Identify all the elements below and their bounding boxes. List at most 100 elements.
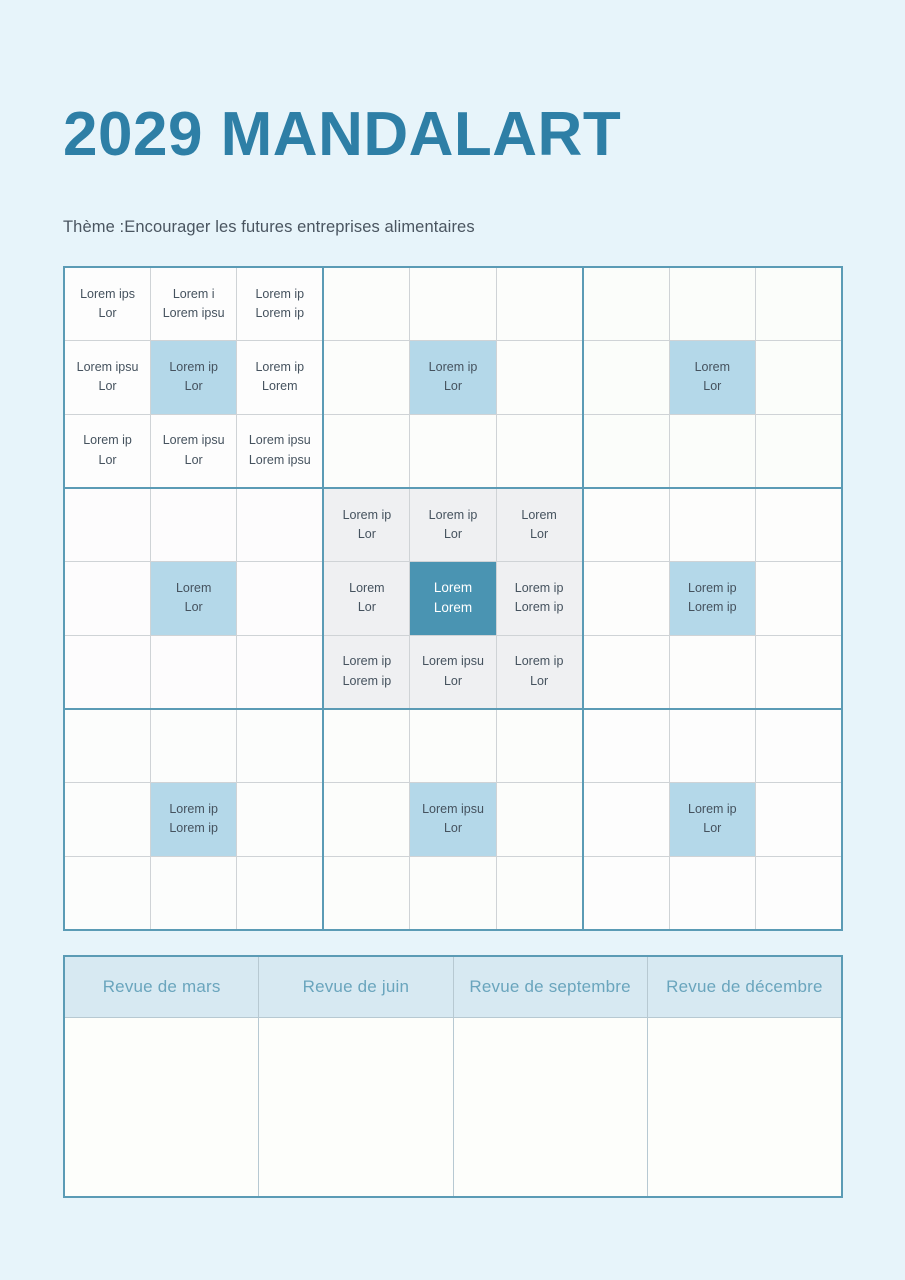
mandalart-cell[interactable] <box>583 414 669 487</box>
mandalart-cell[interactable] <box>237 562 323 635</box>
mandalart-cell[interactable] <box>496 783 582 856</box>
mandalart-cell[interactable] <box>755 562 841 635</box>
mandalart-cell[interactable]: Lorem ipsu Lorem ipsu <box>237 414 323 487</box>
mandalart-cell[interactable] <box>669 635 755 708</box>
mandalart-cell[interactable] <box>583 635 669 708</box>
mandalart-cell-line: Lorem ipsu <box>422 654 484 669</box>
mandalart-cell[interactable]: Lorem ip Lorem ip <box>324 635 410 708</box>
mandalart-cell[interactable]: Lorem ip Lorem ip <box>496 562 582 635</box>
mandalart-cell-line: Lor <box>443 821 463 836</box>
mandalart-cell[interactable]: Lorem ip Lor <box>65 414 151 487</box>
mandalart-cell[interactable] <box>755 710 841 783</box>
mandalart-cell[interactable] <box>583 783 669 856</box>
mandalart-cell[interactable] <box>237 710 323 783</box>
mandalart-cell[interactable] <box>755 414 841 487</box>
mandalart-cell[interactable] <box>669 414 755 487</box>
mandalart-cell[interactable] <box>65 783 151 856</box>
mandalart-cell[interactable]: Lorem ip Lorem ip <box>151 783 237 856</box>
mandalart-cell[interactable] <box>151 856 237 929</box>
mandalart-cell[interactable] <box>496 341 582 414</box>
mandalart-cell[interactable] <box>496 414 582 487</box>
mandalart-cell[interactable] <box>755 783 841 856</box>
mandalart-cell[interactable]: Lorem ip Lor <box>410 489 496 562</box>
mandalart-cell[interactable] <box>151 635 237 708</box>
mandalart-cell[interactable] <box>324 783 410 856</box>
mandalart-cell-line: Lorem i <box>172 286 215 301</box>
mandalart-cell[interactable] <box>755 341 841 414</box>
review-column-body[interactable] <box>647 1018 841 1196</box>
mandalart-cell[interactable] <box>237 783 323 856</box>
mandalart-grid: Lorem ips Lor Lorem i Lorem ipsu Lorem ip Lor… <box>63 266 843 931</box>
mandalart-cell[interactable]: Lorem ipsu Lor <box>410 783 496 856</box>
mandalart-cell-line: Lorem ip <box>169 360 218 375</box>
mandalart-cell[interactable]: Lorem ip Lor <box>410 341 496 414</box>
mandalart-cell[interactable] <box>65 710 151 783</box>
mandalart-cell[interactable] <box>65 562 151 635</box>
mandalart-cell-line: Lorem ip <box>169 802 218 817</box>
mandalart-cell[interactable]: Lorem ip Lorem <box>237 341 323 414</box>
mandalart-cell-line: Lorem ip <box>255 306 305 321</box>
mandalart-cell[interactable] <box>410 710 496 783</box>
mandalart-cell[interactable] <box>237 635 323 708</box>
mandalart-cell[interactable] <box>496 268 582 341</box>
mandalart-cell[interactable] <box>237 856 323 929</box>
mandalart-cell[interactable] <box>755 635 841 708</box>
mandalart-cell[interactable] <box>583 268 669 341</box>
mandalart-cell[interactable] <box>496 856 582 929</box>
mandalart-cell[interactable] <box>410 268 496 341</box>
mandalart-cell[interactable] <box>755 489 841 562</box>
mandalart-cell-line: Lorem ip <box>255 360 305 375</box>
mandalart-cell[interactable] <box>237 489 323 562</box>
mandalart-cell-line: Lorem ipsu <box>162 433 225 448</box>
review-column-body[interactable] <box>65 1018 259 1196</box>
mandalart-cell[interactable] <box>583 341 669 414</box>
mandalart-cell[interactable] <box>324 341 410 414</box>
mandalart-cell[interactable] <box>324 856 410 929</box>
mandalart-block-top-center: Lorem ip Lor <box>324 268 582 487</box>
mandalart-cell[interactable]: Lorem Lor <box>669 341 755 414</box>
mandalart-cell[interactable]: Lorem ip Lorem ip <box>237 268 323 341</box>
mandalart-cell[interactable]: Lorem ipsu Lor <box>65 341 151 414</box>
mandalart-cell[interactable] <box>65 635 151 708</box>
mandalart-cell[interactable]: Lorem i Lorem ipsu <box>151 268 237 341</box>
mandalart-cell[interactable]: Lorem Lor <box>324 562 410 635</box>
mandalart-cell[interactable] <box>669 710 755 783</box>
mandalart-cell[interactable] <box>324 414 410 487</box>
mandalart-cell[interactable] <box>583 710 669 783</box>
mandalart-cell[interactable]: Lorem ipsu Lor <box>410 635 496 708</box>
mandalart-cell-line: Lor <box>184 452 203 467</box>
review-column-header: Revue de décembre <box>647 957 841 1017</box>
mandalart-cell[interactable] <box>65 856 151 929</box>
review-column-body[interactable] <box>259 1018 453 1196</box>
mandalart-cell[interactable] <box>583 856 669 929</box>
mandalart-cell[interactable] <box>669 856 755 929</box>
mandalart-cell[interactable] <box>410 856 496 929</box>
mandalart-cell[interactable]: Lorem ip Lor <box>496 635 582 708</box>
mandalart-cell-line: Lorem <box>521 507 557 522</box>
mandalart-cell[interactable] <box>65 489 151 562</box>
mandalart-cell[interactable]: Lorem ip Lorem ip <box>669 562 755 635</box>
mandalart-cell[interactable]: Lorem Lorem <box>410 562 496 635</box>
mandalart-cell[interactable] <box>324 268 410 341</box>
mandalart-cell[interactable] <box>755 268 841 341</box>
mandalart-cell[interactable]: Lorem ips Lor <box>65 268 151 341</box>
mandalart-cell[interactable]: Lorem ipsu Lor <box>151 414 237 487</box>
mandalart-cell[interactable]: Lorem ip Lor <box>669 783 755 856</box>
mandalart-cell[interactable] <box>410 414 496 487</box>
mandalart-cell[interactable] <box>324 710 410 783</box>
mandalart-cell[interactable]: Lorem ip Lor <box>324 489 410 562</box>
mandalart-cell-line: Lorem ipsu <box>248 433 311 448</box>
mandalart-cell[interactable] <box>669 268 755 341</box>
mandalart-cell[interactable] <box>151 489 237 562</box>
mandalart-cell[interactable]: Lorem Lor <box>151 562 237 635</box>
mandalart-cell[interactable] <box>755 856 841 929</box>
mandalart-cell[interactable] <box>583 489 669 562</box>
mandalart-cell[interactable]: Lorem ip Lor <box>151 341 237 414</box>
mandalart-cell[interactable]: Lorem Lor <box>496 489 582 562</box>
mandalart-cell[interactable] <box>669 489 755 562</box>
review-column-body[interactable] <box>453 1018 647 1196</box>
mandalart-cell[interactable] <box>583 562 669 635</box>
mandalart-cell[interactable] <box>496 710 582 783</box>
mandalart-cell[interactable] <box>151 710 237 783</box>
